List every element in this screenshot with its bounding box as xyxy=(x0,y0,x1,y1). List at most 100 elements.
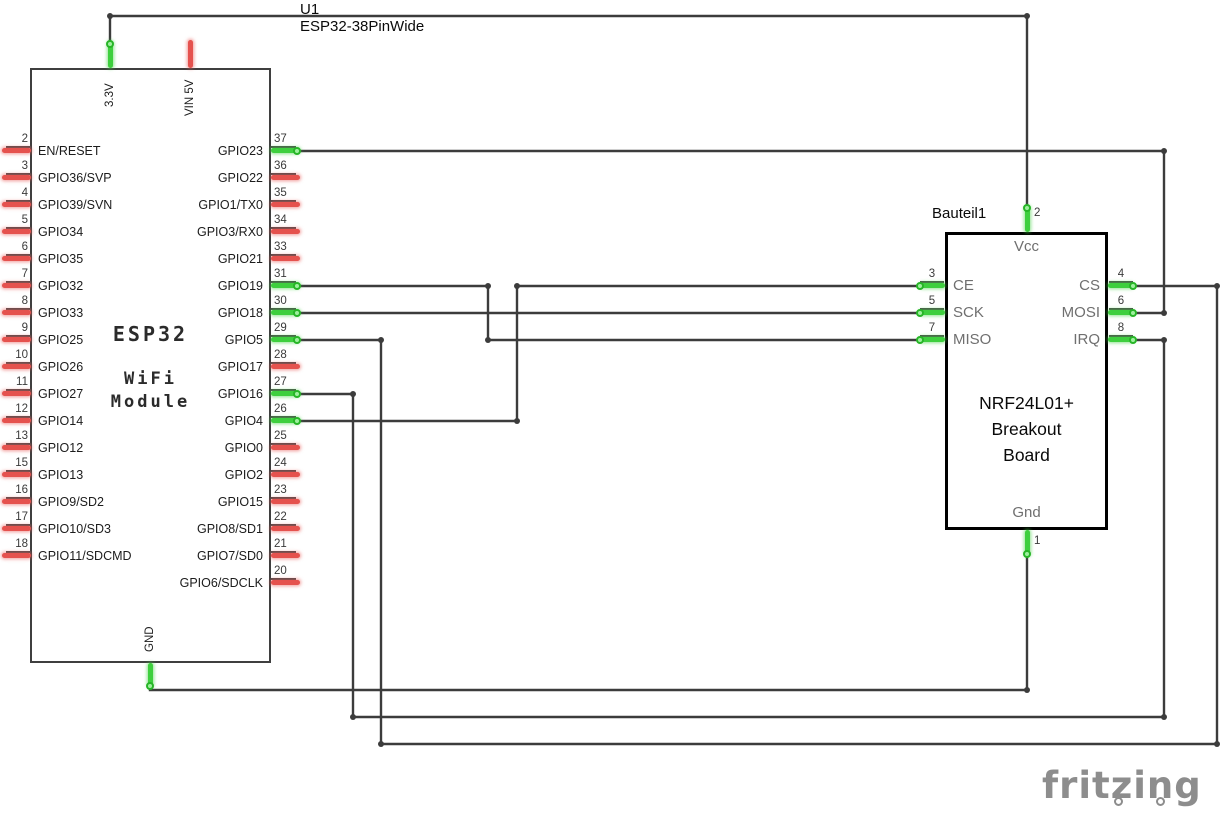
esp32-pin-number-31: 31 xyxy=(274,268,287,280)
esp32-pin-line-8 xyxy=(6,308,31,310)
wire-gpio23-to-mosi[interactable] xyxy=(300,149,1166,315)
wire-gpio16-to-irq[interactable] xyxy=(300,338,1166,719)
esp32-pin-2[interactable] xyxy=(2,148,31,153)
esp32-pin-4[interactable] xyxy=(2,202,31,207)
esp32-pin-31[interactable] xyxy=(271,283,300,288)
esp32-pin-37[interactable] xyxy=(271,148,300,153)
nrf24-ref-designator[interactable]: Bauteil1 xyxy=(932,205,987,222)
esp32-pin-number-36: 36 xyxy=(274,160,287,172)
esp32-pin-label-13: GPIO12 xyxy=(38,441,84,455)
nrf24-component-box[interactable] xyxy=(945,232,1108,530)
esp32-pin-28[interactable] xyxy=(271,364,300,369)
junction-dot xyxy=(350,391,356,397)
nrf-pin-number-2: 2 xyxy=(1034,207,1041,219)
nrf-pin-MOSI[interactable] xyxy=(1108,310,1133,315)
esp32-pin-line-5 xyxy=(6,227,31,229)
nrf24-title-line1: NRF24L01+ xyxy=(979,393,1074,413)
esp32-pin-number-8: 8 xyxy=(21,295,28,307)
esp32-pin-15[interactable] xyxy=(2,472,31,477)
esp32-pin-24[interactable] xyxy=(271,472,300,477)
esp32-pin-30[interactable] xyxy=(271,310,300,315)
nrf-pin-IRQ[interactable] xyxy=(1108,337,1133,342)
nrf-pin-CS[interactable] xyxy=(1108,283,1133,288)
esp32-pin-3[interactable] xyxy=(2,175,31,180)
nrf-pin-tip-MOSI xyxy=(1129,309,1137,317)
esp32-pin-line-21 xyxy=(271,551,296,553)
esp32-pin-number-15: 15 xyxy=(15,457,28,469)
esp32-pin-line-29 xyxy=(271,335,296,337)
esp32-pin-label-21: GPIO7/SD0 xyxy=(197,549,263,563)
nrf-pin-CE[interactable] xyxy=(920,283,945,288)
esp32-pin-9[interactable] xyxy=(2,337,31,342)
nrf-pin-tip-IRQ xyxy=(1129,336,1137,344)
esp32-pin-label-16: GPIO9/SD2 xyxy=(38,495,104,509)
esp32-pin-5[interactable] xyxy=(2,229,31,234)
nrf-pin-line-3 xyxy=(920,281,944,283)
esp32-pin-tip-26 xyxy=(293,417,301,425)
esp32-pin-number-12: 12 xyxy=(15,403,28,415)
esp32-pin-36[interactable] xyxy=(271,175,300,180)
nrf-pin-Gnd[interactable] xyxy=(1025,530,1030,556)
esp32-pin-number-26: 26 xyxy=(274,403,287,415)
esp32-pin-18[interactable] xyxy=(2,553,31,558)
esp32-pin-label-22: GPIO8/SD1 xyxy=(197,522,263,536)
esp32-pin-VIN-5V[interactable] xyxy=(188,40,193,68)
esp32-pin-35[interactable] xyxy=(271,202,300,207)
esp32-pin-11[interactable] xyxy=(2,391,31,396)
esp32-pin-number-5: 5 xyxy=(21,214,28,226)
esp32-pin-label-gnd: GND xyxy=(144,626,156,652)
nrf-pin-SCK[interactable] xyxy=(920,310,945,315)
esp32-ref-designator[interactable]: U1 xyxy=(300,1,320,18)
esp32-pin-label-31: GPIO19 xyxy=(217,279,263,293)
nrf-pin-tip-Gnd xyxy=(1023,550,1031,558)
esp32-pin-line-7 xyxy=(6,281,31,283)
esp32-pin-number-7: 7 xyxy=(21,268,28,280)
esp32-pin-number-22: 22 xyxy=(274,511,287,523)
nrf-pin-line-8 xyxy=(1109,335,1133,337)
esp32-pin-tip-GND xyxy=(146,682,154,690)
esp32-pin-label-10: GPIO26 xyxy=(38,360,84,374)
wire-gpio4-to-ce[interactable] xyxy=(300,284,920,423)
esp32-part-name[interactable]: ESP32-38PinWide xyxy=(300,18,425,35)
esp32-pin-line-37 xyxy=(271,146,296,148)
esp32-pin-8[interactable] xyxy=(2,310,31,315)
wire-gpio5-to-cs[interactable] xyxy=(300,284,1219,746)
esp32-pin-23[interactable] xyxy=(271,499,300,504)
junction-dot xyxy=(1214,741,1220,747)
esp32-pin-21[interactable] xyxy=(271,553,300,558)
esp32-pin-26[interactable] xyxy=(271,418,300,423)
nrf-pin-MISO[interactable] xyxy=(920,337,945,342)
esp32-pin-17[interactable] xyxy=(2,526,31,531)
fritzing-logo: fritzing xyxy=(1042,764,1222,814)
nrf24-board-title: NRF24L01+ Breakout Board xyxy=(945,390,1108,468)
esp32-pin-line-26 xyxy=(271,416,296,418)
esp32-component-box[interactable] xyxy=(30,68,271,663)
esp32-pin-29[interactable] xyxy=(271,337,300,342)
esp32-pin-12[interactable] xyxy=(2,418,31,423)
esp32-pin-line-36 xyxy=(271,173,296,175)
junction-dot xyxy=(514,418,520,424)
esp32-pin-22[interactable] xyxy=(271,526,300,531)
nrf-pin-number-7: 7 xyxy=(928,322,936,334)
nrf24-title-line2: Breakout xyxy=(991,419,1062,439)
nrf-pin-number-5: 5 xyxy=(928,295,936,307)
wire-3v3-to-vcc[interactable] xyxy=(108,14,1029,208)
esp32-pin-3-3V[interactable] xyxy=(108,41,113,68)
esp32-chip-title: ESP32 xyxy=(112,322,189,346)
esp32-pin-25[interactable] xyxy=(271,445,300,450)
esp32-pin-13[interactable] xyxy=(2,445,31,450)
esp32-pin-line-28 xyxy=(271,362,296,364)
esp32-pin-label-12: GPIO14 xyxy=(38,414,84,428)
esp32-pin-7[interactable] xyxy=(2,283,31,288)
esp32-pin-27[interactable] xyxy=(271,391,300,396)
esp32-pin-10[interactable] xyxy=(2,364,31,369)
esp32-pin-34[interactable] xyxy=(271,229,300,234)
esp32-pin-GND[interactable] xyxy=(148,663,153,687)
esp32-pin-20[interactable] xyxy=(271,580,300,585)
esp32-pin-line-23 xyxy=(271,497,296,499)
esp32-pin-33[interactable] xyxy=(271,256,300,261)
esp32-pin-line-34 xyxy=(271,227,296,229)
nrf-pin-Vcc[interactable] xyxy=(1025,206,1030,232)
esp32-pin-6[interactable] xyxy=(2,256,31,261)
esp32-pin-16[interactable] xyxy=(2,499,31,504)
